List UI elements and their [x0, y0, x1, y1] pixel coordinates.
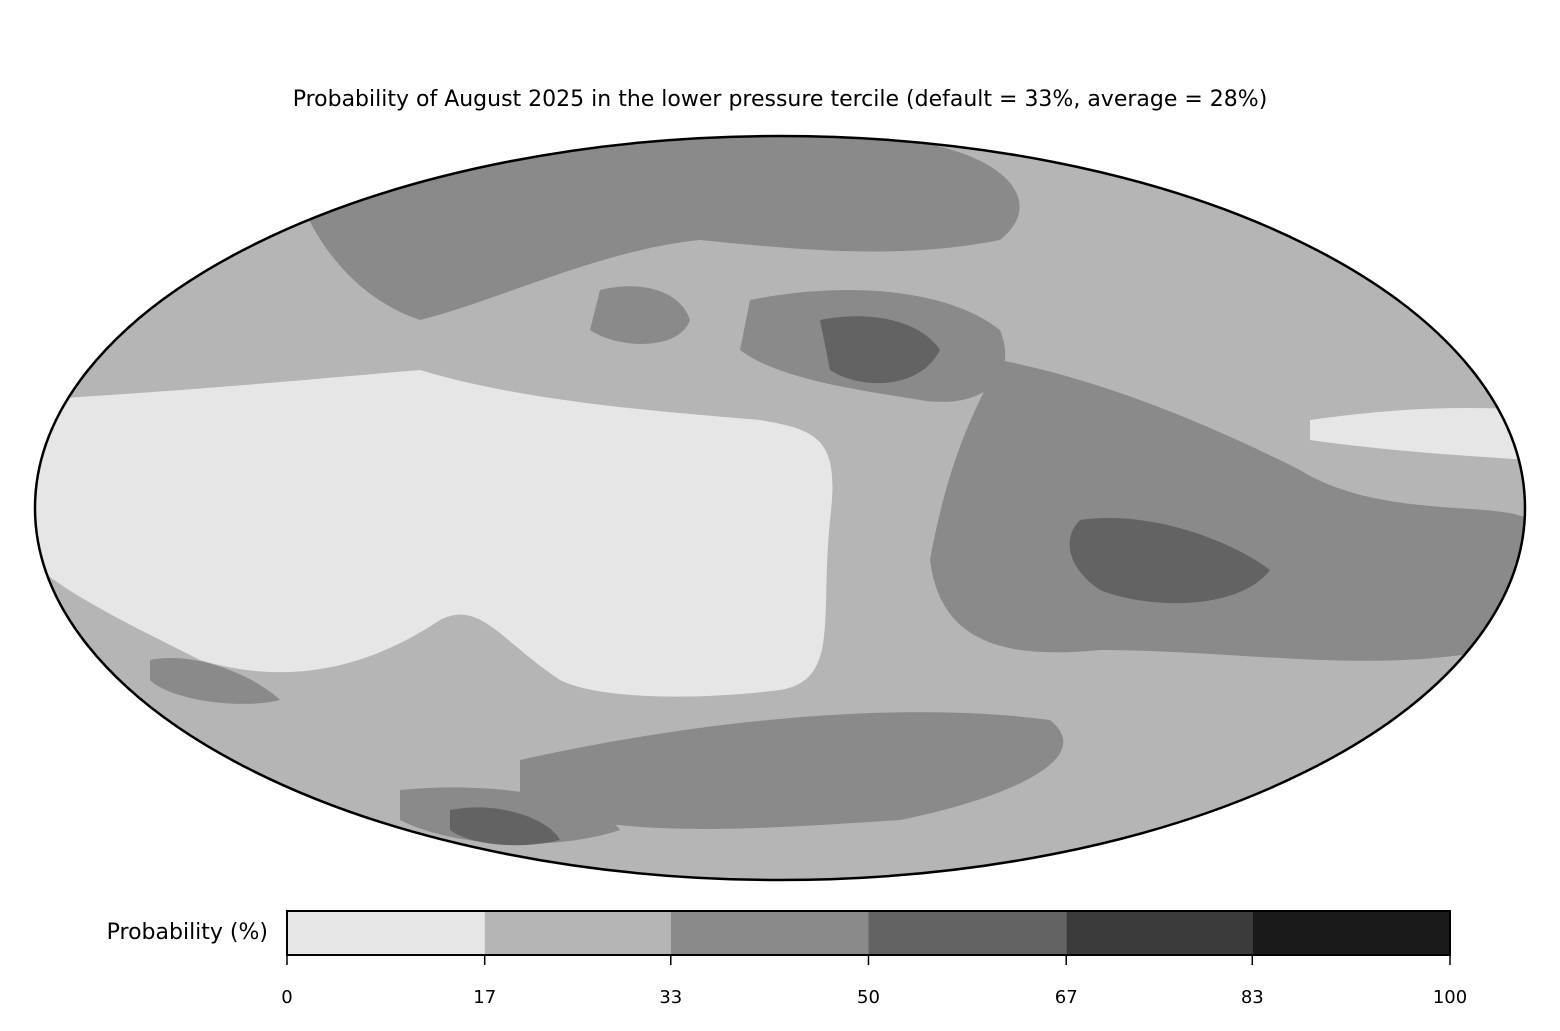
tick-label: 100: [1433, 987, 1467, 1008]
tick-label: 0: [281, 987, 292, 1008]
field-region: [590, 286, 690, 344]
field-region: [35, 370, 833, 697]
field-region: [820, 316, 940, 384]
field-region: [450, 807, 560, 846]
field-region: [150, 658, 280, 704]
tick-label: 83: [1241, 987, 1264, 1008]
field-region: [300, 136, 1020, 320]
colorbar-segment: [1252, 911, 1450, 955]
colorbar: 0 17 33 50 67 83 100: [281, 911, 1467, 1008]
tick-label: 33: [659, 987, 682, 1008]
field-region: [1310, 408, 1525, 460]
map-title: Probability of August 2025 in the lower …: [293, 87, 1268, 112]
colorbar-label: Probability (%): [107, 920, 268, 945]
colorbar-frame: [286, 910, 1451, 956]
map-field: [35, 136, 1525, 880]
colorbar-segment: [1066, 911, 1253, 955]
field-region: [520, 712, 1064, 829]
colorbar-segment: [868, 911, 1067, 955]
field-region: [1069, 518, 1270, 604]
tick-label: 67: [1055, 987, 1078, 1008]
tick-label: 17: [473, 987, 496, 1008]
tick-label: 50: [857, 987, 880, 1008]
colorbar-segment: [670, 911, 869, 955]
colorbar-segment: [287, 911, 485, 955]
colorbar-segment: [484, 911, 671, 955]
field-region: [930, 360, 1525, 661]
map-outline: [33, 134, 1527, 882]
